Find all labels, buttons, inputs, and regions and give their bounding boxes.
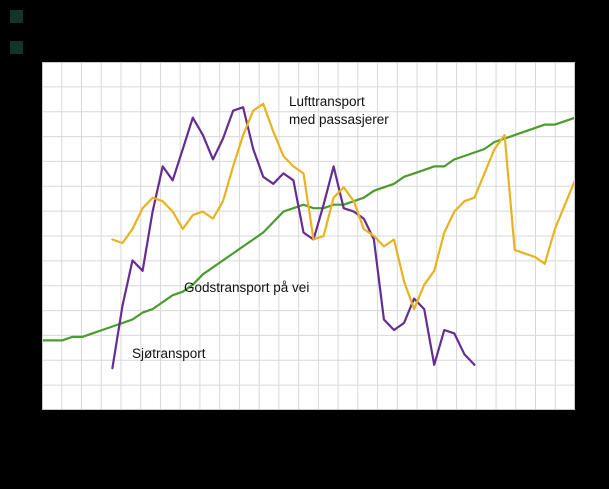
chart-svg	[42, 62, 575, 410]
series-sj-transport	[111, 106, 476, 370]
logo-square	[10, 10, 23, 23]
line-chart	[42, 62, 575, 410]
series-lufttransport-med-passasjerer	[111, 102, 575, 311]
logo-square	[10, 41, 23, 54]
